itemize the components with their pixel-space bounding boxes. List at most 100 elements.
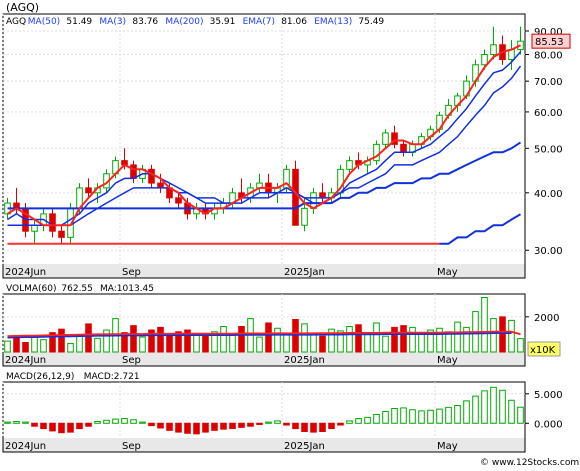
- volume-bar: [310, 333, 317, 353]
- volume-bar: [319, 335, 326, 353]
- volume-bar: [229, 333, 236, 353]
- x-label-0-3: May: [437, 267, 458, 278]
- price-legend-10: 75.49: [358, 17, 384, 27]
- volume-bar: [202, 333, 209, 353]
- macd-bar: [148, 422, 155, 427]
- macd-bar: [13, 420, 20, 424]
- price-legend-2: 51.49: [66, 17, 92, 27]
- volume-bar: [481, 297, 488, 353]
- candle-body: [400, 143, 407, 153]
- price-legend-9: EMA(13): [314, 17, 352, 27]
- y-label-price-4: 50.00: [534, 144, 563, 155]
- macd-bar: [31, 422, 38, 427]
- volume-bar: [463, 326, 470, 353]
- y-label-macd-0: 5.000: [534, 390, 563, 401]
- x-label-0-0: 2024Jun: [5, 267, 46, 278]
- volume-bar: [328, 328, 335, 353]
- symbol-label: (AGQ): [6, 1, 40, 14]
- macd-legend-1: MACD:2.721: [84, 372, 140, 382]
- volume-bar: [76, 334, 83, 353]
- volume-bar: [148, 329, 155, 353]
- macd-bar: [283, 422, 290, 426]
- y-label-price-2: 70.00: [534, 77, 563, 88]
- macd-bar: [175, 422, 182, 433]
- price-legend-1: MA(50): [28, 17, 60, 27]
- volume-bar: [49, 332, 56, 353]
- volume-bar: [364, 332, 371, 353]
- macd-bar: [193, 422, 200, 435]
- candle-body: [310, 192, 317, 209]
- volume-bar: [220, 326, 227, 353]
- macd-bar: [247, 422, 254, 427]
- x-label-1-1: Sep: [122, 355, 141, 366]
- x-label-0-2: 2025Jan: [284, 267, 325, 278]
- volume-bar: [373, 322, 380, 353]
- y-label-price-1: 80.00: [534, 50, 563, 61]
- x-axis-strip-3: [3, 438, 525, 452]
- candle-body: [58, 230, 65, 238]
- macd-bar: [454, 405, 461, 424]
- price-legend-0: AGQ: [6, 17, 26, 27]
- price-legend-8: 81.06: [281, 17, 307, 27]
- volume-bar: [265, 322, 272, 353]
- macd-bar: [463, 400, 470, 424]
- macd-bar: [319, 422, 326, 433]
- macd-bar: [112, 418, 119, 424]
- macd-bar: [499, 389, 506, 424]
- macd-bar: [508, 399, 515, 424]
- volume-bar: [85, 323, 92, 353]
- volume-bar: [121, 332, 128, 353]
- y-label-price-5: 40.00: [534, 189, 563, 200]
- volume-bar: [355, 324, 362, 353]
- macd-bar: [103, 419, 110, 424]
- volume-bar: [400, 325, 407, 353]
- macd-bar: [373, 413, 380, 424]
- volume-bar: [157, 326, 164, 353]
- price-legend-6: 35.91: [210, 17, 236, 27]
- candle-body: [319, 192, 326, 199]
- volume-bar: [103, 329, 110, 353]
- macd-bar: [130, 419, 137, 424]
- x-label-1-3: May: [437, 355, 458, 366]
- x-label-0-1: Sep: [122, 267, 141, 278]
- macd-bar: [265, 421, 272, 424]
- volume-bar: [175, 331, 182, 353]
- candle-body: [346, 160, 353, 170]
- macd-bar: [67, 422, 74, 433]
- macd-bar: [346, 420, 353, 424]
- volume-bar: [238, 326, 245, 353]
- candle-body: [391, 132, 398, 145]
- y-label-price-0: 90.00: [534, 27, 563, 38]
- volume-bar: [166, 335, 173, 353]
- y-label-vol-0: 2000: [534, 313, 559, 324]
- volume-bar: [31, 335, 38, 353]
- candle-body: [301, 207, 308, 226]
- candle-body: [490, 44, 497, 55]
- volume-bar: [130, 325, 137, 353]
- macd-bar: [517, 406, 524, 424]
- volume-bar: [22, 342, 29, 353]
- ma200-line: [439, 213, 522, 245]
- volume-bar: [409, 326, 416, 353]
- macd-bar: [49, 422, 56, 432]
- macd-bar: [400, 407, 407, 424]
- x-label-2-2: 2025Jan: [284, 441, 325, 452]
- volume-bar: [301, 323, 308, 353]
- volume-bar: [292, 318, 299, 353]
- x-label-1-2: 2025Jan: [284, 355, 325, 366]
- candle-body: [85, 187, 92, 194]
- macd-bar: [22, 421, 29, 424]
- macd-bar: [256, 422, 263, 425]
- macd-bar: [409, 409, 416, 424]
- candle-body: [481, 53, 488, 66]
- volume-bar: [58, 328, 65, 353]
- volume-bar: [283, 333, 290, 353]
- panel-frame-1: [2, 13, 526, 279]
- macd-bar: [202, 422, 209, 433]
- macd-bar: [427, 409, 434, 424]
- volume-bar: [13, 337, 20, 353]
- y-label-price-6: 30.00: [534, 246, 563, 257]
- candle-body: [175, 197, 182, 204]
- macd-bar: [382, 410, 389, 424]
- volume-bar: [346, 326, 353, 353]
